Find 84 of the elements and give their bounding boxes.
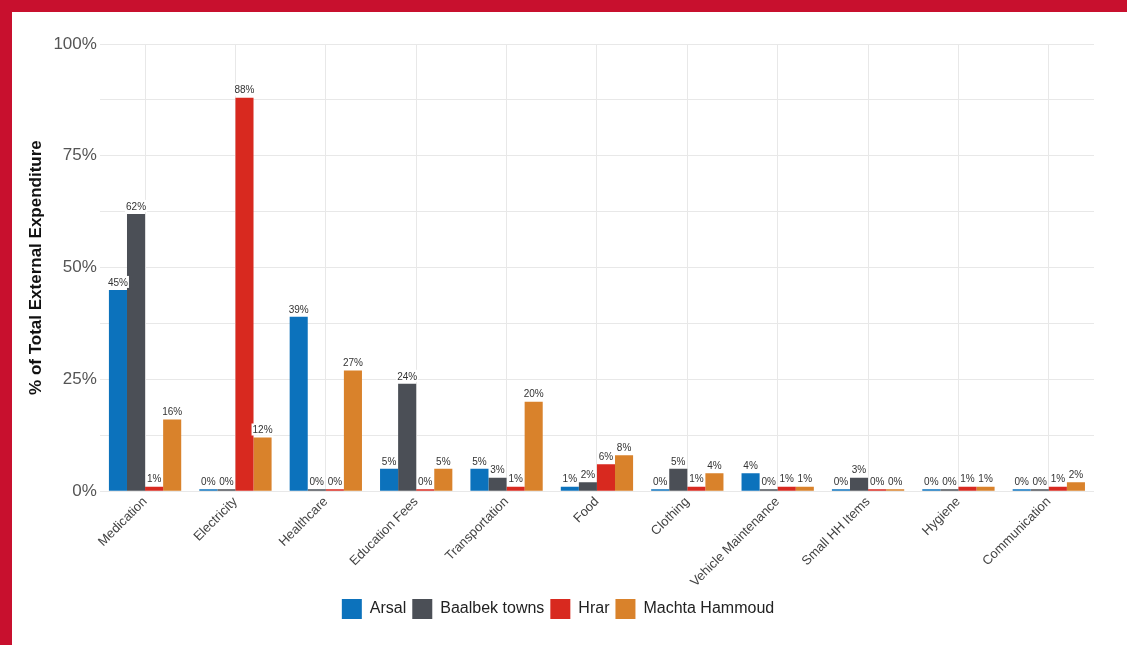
bar — [380, 468, 399, 491]
data-label: 0% — [924, 475, 939, 487]
data-label: 2% — [1068, 468, 1084, 480]
data-label: 1% — [1050, 473, 1066, 485]
bar — [849, 477, 869, 491]
bar — [235, 97, 254, 491]
bar — [958, 486, 977, 491]
data-label: 0% — [761, 475, 776, 487]
bar — [669, 468, 688, 491]
data-label: 5% — [381, 455, 397, 467]
data-label: 20% — [523, 388, 544, 400]
bar — [145, 486, 164, 491]
bar — [163, 419, 182, 491]
y-axis-title: % of Total External Expenditure — [25, 140, 45, 395]
bar — [434, 468, 453, 491]
y-tick-label: 75% — [62, 145, 97, 165]
bar — [976, 486, 995, 491]
data-label: 0% — [309, 475, 325, 487]
bar — [470, 468, 489, 491]
data-label: 3% — [851, 464, 867, 476]
y-tick-label: 100% — [53, 33, 97, 53]
data-label: 5% — [436, 455, 451, 467]
data-label: 1% — [562, 473, 578, 485]
bar — [1066, 482, 1085, 491]
data-label: 1% — [146, 473, 162, 485]
bar — [108, 289, 127, 491]
data-label: 1% — [797, 473, 813, 485]
bar — [343, 370, 362, 491]
data-label: 16% — [162, 406, 183, 418]
bar — [741, 473, 760, 491]
legend-label: Machta Hammoud — [643, 599, 775, 617]
bar — [795, 486, 814, 491]
data-label: 0% — [1014, 475, 1030, 487]
data-label: 62% — [126, 200, 147, 212]
y-tick-label: 0% — [72, 480, 97, 500]
legend-label: Arsal — [369, 599, 407, 617]
bar — [289, 316, 308, 491]
data-label: 1% — [689, 473, 704, 485]
data-label: 0% — [219, 475, 234, 487]
bar — [705, 473, 724, 491]
bar — [506, 486, 525, 491]
data-label: 0% — [1032, 475, 1048, 487]
data-label: 0% — [418, 475, 433, 487]
data-label: 1% — [960, 473, 975, 485]
bar — [687, 486, 706, 491]
legend-label: Hrar — [578, 599, 611, 617]
legend-label: Baalbek towns — [440, 599, 545, 617]
data-label: 2% — [580, 468, 596, 480]
bar — [488, 477, 507, 491]
y-tick-label: 25% — [62, 369, 97, 389]
bar — [560, 486, 579, 491]
y-tick-label: 50% — [62, 257, 97, 277]
data-label: 3% — [490, 464, 505, 476]
bar — [398, 383, 417, 491]
data-label: 0% — [652, 475, 668, 487]
data-label: 1% — [978, 473, 993, 485]
data-label: 0% — [887, 475, 903, 487]
data-label: 39% — [288, 303, 309, 315]
bar — [126, 213, 146, 491]
data-label: 24% — [397, 370, 418, 382]
bar — [596, 464, 616, 491]
data-label: 4% — [743, 460, 758, 471]
data-label: 45% — [107, 276, 129, 288]
data-label: 4% — [707, 460, 722, 471]
data-label: 6% — [598, 451, 614, 463]
data-label: 0% — [942, 475, 957, 487]
data-label: 0% — [869, 475, 885, 487]
bar — [253, 437, 272, 491]
data-label: 0% — [833, 475, 849, 487]
data-label: 1% — [508, 473, 523, 485]
data-label: 0% — [201, 475, 216, 487]
bar — [524, 401, 543, 491]
data-label: 27% — [342, 357, 364, 369]
bar — [578, 482, 597, 491]
data-label: 0% — [327, 475, 343, 487]
data-label: 5% — [472, 455, 487, 467]
bar — [777, 486, 796, 491]
data-label: 88% — [234, 84, 255, 96]
data-label: 12% — [252, 424, 273, 436]
bar — [1048, 486, 1067, 491]
bar — [615, 455, 634, 491]
data-label: 8% — [616, 442, 632, 454]
data-label: 5% — [671, 455, 686, 467]
data-label: 1% — [779, 473, 795, 485]
